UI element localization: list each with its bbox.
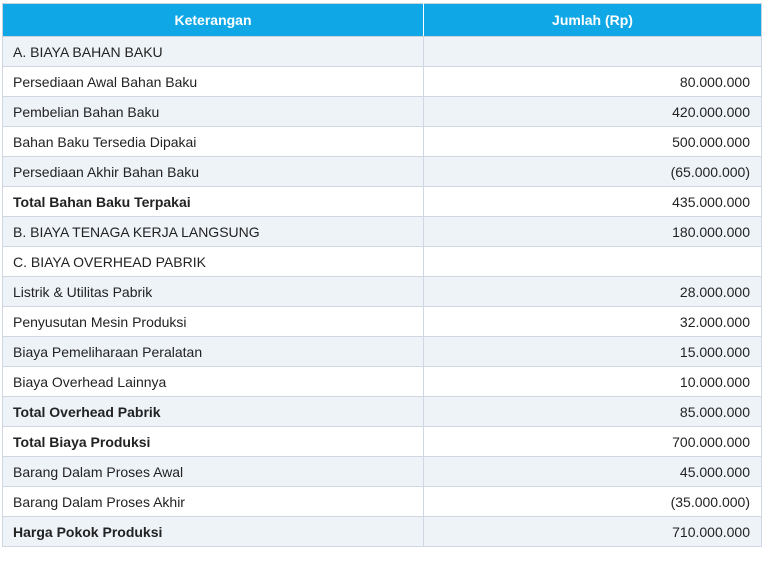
table-row: Biaya Pemeliharaan Peralatan 15.000.000	[2, 336, 762, 367]
row-label: Barang Dalam Proses Akhir	[2, 486, 424, 517]
table-row: Listrik & Utilitas Pabrik 28.000.000	[2, 276, 762, 307]
table-row: Persediaan Akhir Bahan Baku (65.000.000)	[2, 156, 762, 187]
row-label: Total Bahan Baku Terpakai	[2, 186, 424, 217]
row-amount: 28.000.000	[423, 276, 762, 307]
row-amount	[423, 36, 762, 67]
row-amount: 435.000.000	[423, 186, 762, 217]
row-label: Pembelian Bahan Baku	[2, 96, 424, 127]
table-row: A. BIAYA BAHAN BAKU	[2, 36, 762, 67]
row-label: A. BIAYA BAHAN BAKU	[2, 36, 424, 67]
row-amount: 80.000.000	[423, 66, 762, 97]
row-amount: 85.000.000	[423, 396, 762, 427]
row-label: Persediaan Akhir Bahan Baku	[2, 156, 424, 187]
row-amount: (65.000.000)	[423, 156, 762, 187]
row-amount: 710.000.000	[423, 516, 762, 547]
row-label: Persediaan Awal Bahan Baku	[2, 66, 424, 97]
table-row: Harga Pokok Produksi 710.000.000	[2, 516, 762, 547]
table-row: B. BIAYA TENAGA KERJA LANGSUNG 180.000.00…	[2, 216, 762, 247]
row-amount: 45.000.000	[423, 456, 762, 487]
table-row: Persediaan Awal Bahan Baku 80.000.000	[2, 66, 762, 97]
table-row: C. BIAYA OVERHEAD PABRIK	[2, 246, 762, 277]
header-description: Keterangan	[2, 3, 424, 37]
row-label: B. BIAYA TENAGA KERJA LANGSUNG	[2, 216, 424, 247]
row-amount: 500.000.000	[423, 126, 762, 157]
table-row: Barang Dalam Proses Akhir (35.000.000)	[2, 486, 762, 517]
table-row: Penyusutan Mesin Produksi 32.000.000	[2, 306, 762, 337]
row-amount: 180.000.000	[423, 216, 762, 247]
table-row: Biaya Overhead Lainnya 10.000.000	[2, 366, 762, 397]
table-row: Pembelian Bahan Baku 420.000.000	[2, 96, 762, 127]
row-label: Listrik & Utilitas Pabrik	[2, 276, 424, 307]
row-amount: 15.000.000	[423, 336, 762, 367]
table-row: Total Biaya Produksi 700.000.000	[2, 426, 762, 457]
row-amount: (35.000.000)	[423, 486, 762, 517]
table-row: Barang Dalam Proses Awal 45.000.000	[2, 456, 762, 487]
table-row: Total Overhead Pabrik 85.000.000	[2, 396, 762, 427]
row-amount	[423, 246, 762, 277]
row-label: Total Overhead Pabrik	[2, 396, 424, 427]
row-label: Penyusutan Mesin Produksi	[2, 306, 424, 337]
row-label: Biaya Pemeliharaan Peralatan	[2, 336, 424, 367]
row-label: Bahan Baku Tersedia Dipakai	[2, 126, 424, 157]
table-body: A. BIAYA BAHAN BAKU Persediaan Awal Bahan…	[2, 36, 762, 547]
header-amount: Jumlah (Rp)	[423, 3, 762, 37]
cost-of-goods-table: Keterangan Jumlah (Rp) A. BIAYA BAHAN BA…	[2, 3, 762, 547]
row-amount: 10.000.000	[423, 366, 762, 397]
header-row: Keterangan Jumlah (Rp)	[2, 3, 762, 37]
row-amount: 700.000.000	[423, 426, 762, 457]
row-label: Total Biaya Produksi	[2, 426, 424, 457]
row-amount: 32.000.000	[423, 306, 762, 337]
cost-of-goods-table-container: Keterangan Jumlah (Rp) A. BIAYA BAHAN BA…	[2, 3, 762, 547]
table-row: Bahan Baku Tersedia Dipakai 500.000.000	[2, 126, 762, 157]
row-label: Harga Pokok Produksi	[2, 516, 424, 547]
row-label: Barang Dalam Proses Awal	[2, 456, 424, 487]
row-label: Biaya Overhead Lainnya	[2, 366, 424, 397]
table-header: Keterangan Jumlah (Rp)	[2, 3, 762, 37]
row-amount: 420.000.000	[423, 96, 762, 127]
row-label: C. BIAYA OVERHEAD PABRIK	[2, 246, 424, 277]
table-row: Total Bahan Baku Terpakai 435.000.000	[2, 186, 762, 217]
